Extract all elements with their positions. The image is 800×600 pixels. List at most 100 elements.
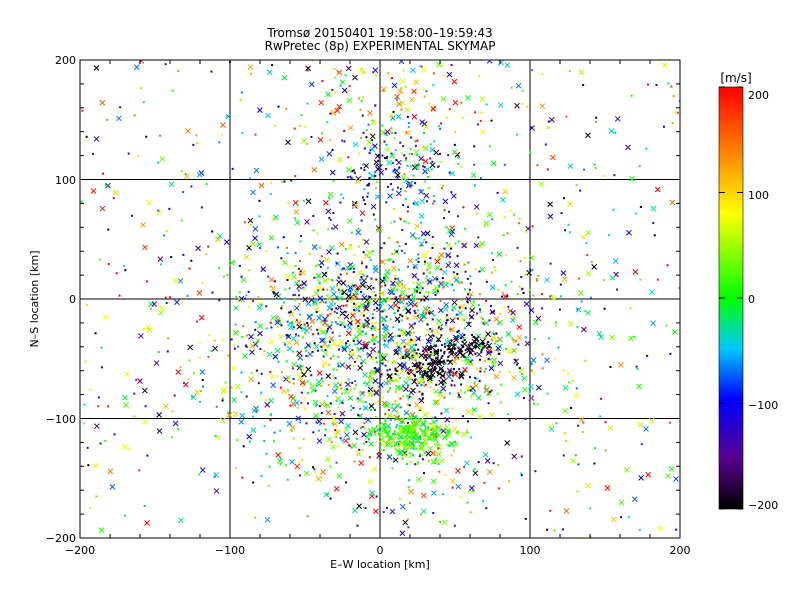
data-point-dot [244,297,247,300]
data-point-dot [357,325,360,328]
data-point-dot [634,212,637,215]
data-point-cross [473,335,480,342]
data-point-cross [338,241,345,248]
data-point-dot [390,152,393,155]
data-point-dot [452,368,455,371]
data-point-dot [399,141,402,144]
data-point-dot [432,83,435,86]
data-point-dot [267,275,270,278]
data-point-dot [292,294,295,297]
data-point-dot [323,400,326,403]
data-point-dot [460,349,463,352]
data-point-dot [392,292,395,295]
data-point-dot [457,162,460,165]
data-point-dot [384,325,387,328]
data-point-cross [453,352,460,359]
data-point-dot [429,157,432,160]
data-point-cross [308,297,315,303]
data-point-cross [320,337,327,343]
data-point-cross [268,234,275,241]
data-point-dot [375,164,378,167]
data-point-cross [504,440,511,446]
data-point-cross [328,301,335,307]
data-point-cross [429,162,436,168]
data-point-dot [464,270,467,273]
data-point-dot [242,324,245,327]
data-point-dot [378,423,381,426]
data-point-dot [343,129,346,132]
data-point-cross [243,254,250,260]
data-point-cross [310,387,317,394]
data-point-dot [348,444,351,447]
data-point-dot [479,367,482,370]
data-point-dot [112,197,115,200]
data-point-dot [433,200,436,203]
data-point-dot [107,263,110,266]
data-point-cross [183,381,189,388]
data-point-dot [432,433,435,436]
data-point-dot [177,428,180,431]
data-point-dot [367,192,370,195]
data-point-dot [431,246,434,249]
data-point-dot [357,348,360,351]
data-point-cross [413,164,420,170]
data-point-cross [418,312,425,319]
data-point-dot [491,259,494,262]
data-point-cross [673,476,679,482]
data-point-dot [353,254,356,257]
data-point-dot [531,269,534,272]
data-point-dot [586,254,589,257]
data-point-dot [276,325,279,328]
data-point-cross [341,346,348,353]
axis-ticks [79,59,681,539]
data-point-dot [404,190,407,193]
data-point-dot [373,308,376,311]
data-point-dot [418,454,421,457]
data-point-dot [432,368,435,371]
colorbar-tick-label-2: 0 [748,293,755,306]
data-point-dot [295,319,298,322]
data-point-dot [398,245,401,248]
data-point-cross [419,445,425,452]
data-point-dot [205,253,208,256]
data-point-dot [480,111,483,114]
data-point-dot [381,310,384,313]
data-point-dot [524,517,527,520]
data-point-dot [263,425,266,428]
data-point-cross [325,91,331,98]
data-point-cross [521,386,528,393]
data-point-cross [389,112,396,119]
data-point-dot [443,345,446,348]
data-point-dot [391,284,394,287]
data-point-cross [441,269,448,276]
data-point-dot [555,324,558,327]
x-axis-label: E–W location [km] [330,558,430,571]
data-point-dot [290,429,293,432]
data-point-dot [180,219,183,222]
data-point-dot [391,77,394,80]
data-point-dot [313,468,316,471]
data-point-dot [483,359,486,362]
data-point-dot [524,256,527,259]
data-point-cross [336,69,343,76]
data-point-dot [433,343,436,346]
data-point-dot [478,380,481,383]
data-point-dot [414,375,417,378]
data-point-cross [415,335,421,342]
data-point-dot [366,275,369,278]
data-point-dot [299,235,302,238]
data-point-dot [339,323,342,326]
data-point-dot [282,236,285,239]
data-point-cross [346,324,353,331]
data-point-dot [413,266,416,269]
data-point-dot [427,348,430,351]
data-point-dot [479,310,482,313]
data-point-dot [322,355,325,358]
data-point-dot [398,431,401,434]
data-point-cross [99,99,106,106]
data-point-cross [509,317,516,324]
data-point-dot [133,114,136,117]
data-point-cross [629,175,635,182]
data-point-dot [383,242,386,245]
data-point-dot [421,392,424,395]
